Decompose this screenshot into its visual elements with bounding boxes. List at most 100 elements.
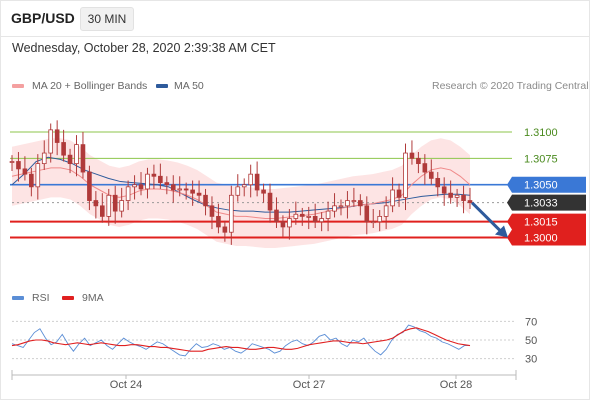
candle-body bbox=[170, 184, 176, 191]
candle-body bbox=[183, 188, 189, 191]
candle-body bbox=[125, 186, 131, 201]
ma9-legend-swatch bbox=[62, 296, 74, 300]
candle-body bbox=[332, 205, 337, 212]
candle-body bbox=[229, 194, 234, 233]
ma50-legend-swatch bbox=[156, 84, 168, 88]
candle-body bbox=[196, 192, 202, 196]
ma20-legend-label: MA 20 + Bollinger Bands bbox=[32, 80, 148, 92]
candle-body bbox=[448, 192, 453, 198]
rsi-tick-label-50: 50 bbox=[525, 335, 537, 347]
ma50-legend-label: MA 50 bbox=[174, 80, 204, 92]
candle-body bbox=[441, 186, 447, 194]
candle-body bbox=[345, 200, 350, 207]
candle-body bbox=[138, 184, 144, 190]
candle-body bbox=[29, 173, 34, 188]
chart-datetime: Wednesday, October 28, 2020 2:39:38 AM C… bbox=[12, 41, 276, 55]
currency-pair-title: GBP/USD bbox=[11, 10, 75, 26]
candle-body bbox=[119, 200, 124, 212]
candle-body bbox=[351, 200, 357, 202]
candle-body bbox=[177, 188, 183, 191]
candle-body bbox=[80, 144, 86, 173]
x-tick-label: Oct 28 bbox=[440, 379, 472, 391]
timeframe-badge[interactable]: 30 MIN bbox=[80, 7, 134, 31]
rsi-tick-label-30: 30 bbox=[525, 354, 537, 366]
candle-body bbox=[22, 168, 28, 175]
forecast-arrow-shaft bbox=[470, 201, 504, 234]
bollinger-band bbox=[12, 138, 470, 249]
candle-body bbox=[67, 154, 73, 165]
candle-body bbox=[338, 205, 344, 208]
candle-body bbox=[222, 226, 228, 233]
rsi-ma-line bbox=[11, 327, 471, 352]
candle-body bbox=[93, 200, 99, 207]
candle-body bbox=[306, 215, 312, 218]
candle-body bbox=[61, 142, 66, 156]
level-tag-1.3033 bbox=[507, 194, 586, 211]
candle-body bbox=[319, 218, 324, 223]
candle-body bbox=[409, 152, 415, 159]
candle-body bbox=[390, 189, 395, 207]
candle-body bbox=[100, 205, 105, 217]
candle-body bbox=[216, 215, 221, 228]
candle-body bbox=[158, 175, 163, 184]
ma20-legend-swatch bbox=[12, 84, 24, 88]
candle-body bbox=[87, 171, 92, 201]
candle-body bbox=[209, 205, 215, 217]
candle-body bbox=[248, 173, 253, 186]
candle-body bbox=[235, 186, 241, 196]
candle-body bbox=[261, 189, 266, 194]
candle-body bbox=[267, 192, 273, 211]
candle-body bbox=[16, 161, 21, 170]
forecast-arrow-head bbox=[495, 225, 508, 238]
candle-body bbox=[274, 209, 279, 223]
level-tag-1.3015 bbox=[507, 213, 586, 230]
candle-body bbox=[396, 189, 402, 198]
level-tag-1.3000 bbox=[507, 229, 586, 246]
level-label-1.3075: 1.3075 bbox=[524, 153, 558, 165]
candle-body bbox=[435, 177, 441, 188]
candle-body bbox=[370, 221, 376, 224]
candle-body bbox=[151, 173, 157, 177]
candle-body bbox=[428, 171, 434, 179]
candle-body bbox=[467, 200, 473, 204]
candle-body bbox=[48, 129, 54, 154]
candle-body bbox=[112, 194, 118, 212]
candle-body bbox=[403, 152, 408, 198]
candle-body bbox=[241, 184, 247, 188]
candle-body bbox=[9, 161, 15, 163]
level-tag-1.3050 bbox=[507, 176, 586, 193]
x-tick-label: Oct 27 bbox=[293, 379, 325, 391]
candle-body bbox=[254, 173, 260, 191]
candle-body bbox=[54, 129, 60, 143]
level-tag-text-1.3000: 1.3000 bbox=[524, 233, 558, 245]
candle-body bbox=[190, 189, 195, 194]
candle-body bbox=[422, 163, 428, 173]
level-tag-text-1.3015: 1.3015 bbox=[524, 217, 558, 229]
candle-body bbox=[287, 218, 292, 228]
candle-body bbox=[280, 221, 286, 228]
candle-body bbox=[377, 215, 382, 223]
rsi-tick-label-70: 70 bbox=[525, 316, 537, 328]
candle-body bbox=[164, 182, 170, 186]
level-tag-text-1.3033: 1.3033 bbox=[524, 198, 558, 210]
candle-body bbox=[293, 213, 299, 219]
candle-body bbox=[203, 194, 208, 207]
rsi-legend-label: RSI bbox=[32, 292, 50, 304]
candle-body bbox=[364, 205, 370, 223]
candle-body bbox=[299, 213, 305, 217]
credit-text: Research © 2020 Trading Central bbox=[432, 80, 589, 92]
candle-body bbox=[325, 210, 331, 219]
level-tag-text-1.3050: 1.3050 bbox=[524, 180, 558, 192]
x-tick-label: Oct 24 bbox=[110, 379, 142, 391]
candle-body bbox=[461, 194, 466, 201]
candle-body bbox=[106, 194, 112, 217]
candle-body bbox=[132, 184, 137, 188]
candle-body bbox=[41, 152, 47, 165]
candle-body bbox=[358, 200, 363, 207]
header-divider bbox=[0, 36, 590, 37]
candle-body bbox=[35, 163, 41, 188]
candle-body bbox=[74, 144, 79, 165]
ma9-legend-label: 9MA bbox=[82, 292, 104, 304]
candle-body bbox=[454, 194, 460, 198]
